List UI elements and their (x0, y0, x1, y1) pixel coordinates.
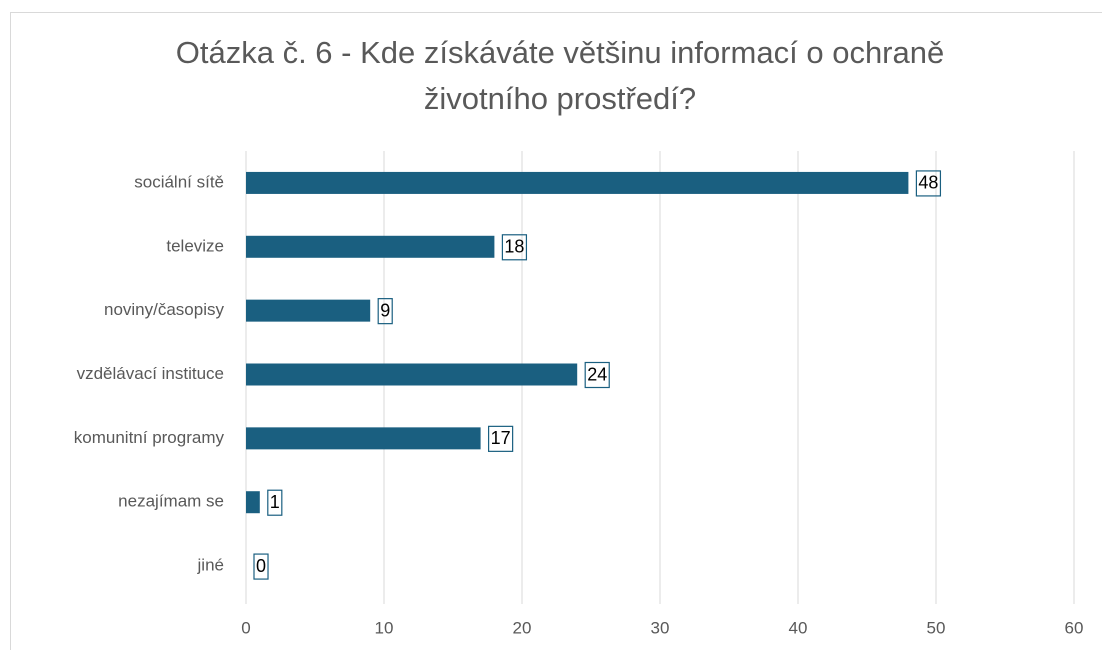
data-label-box (377, 298, 393, 325)
x-tick-label: 20 (513, 618, 532, 637)
data-label: 9 (380, 300, 390, 320)
bar (246, 235, 495, 258)
y-tick-label: nezajímam se (118, 492, 224, 511)
y-tick-label: jiné (197, 556, 224, 575)
y-tick-label: televize (166, 236, 224, 255)
bar (246, 427, 481, 450)
x-tick-label: 60 (1065, 618, 1084, 637)
data-label-box (267, 489, 283, 516)
data-label-box (584, 361, 610, 389)
bar (246, 363, 578, 386)
data-label: 1 (270, 492, 280, 512)
data-label-box (501, 234, 528, 261)
bar (246, 491, 260, 514)
y-tick-label: sociální sítě (134, 172, 224, 191)
x-tick-label: 10 (375, 618, 394, 637)
data-label-box (915, 170, 942, 197)
data-label: 24 (587, 364, 607, 384)
data-label: 0 (256, 556, 266, 576)
x-tick-label: 50 (927, 618, 946, 637)
chart-title: Otázka č. 6 - Kde získáváte většinu info… (175, 35, 945, 116)
x-tick-label: 30 (651, 618, 670, 637)
y-tick-label: noviny/časopisy (104, 300, 225, 319)
data-label: 18 (504, 237, 524, 257)
y-tick-label: vzdělávací instituce (77, 364, 224, 383)
data-label: 48 (918, 173, 938, 193)
data-label-box (488, 425, 514, 452)
bar (246, 299, 371, 322)
x-tick-label: 40 (789, 618, 808, 637)
bar (246, 171, 909, 194)
x-tick-label: 0 (241, 618, 250, 637)
y-tick-label: komunitní programy (74, 428, 225, 447)
data-label: 17 (491, 428, 511, 448)
data-label-box (253, 553, 269, 580)
chart-frame (10, 12, 1102, 650)
